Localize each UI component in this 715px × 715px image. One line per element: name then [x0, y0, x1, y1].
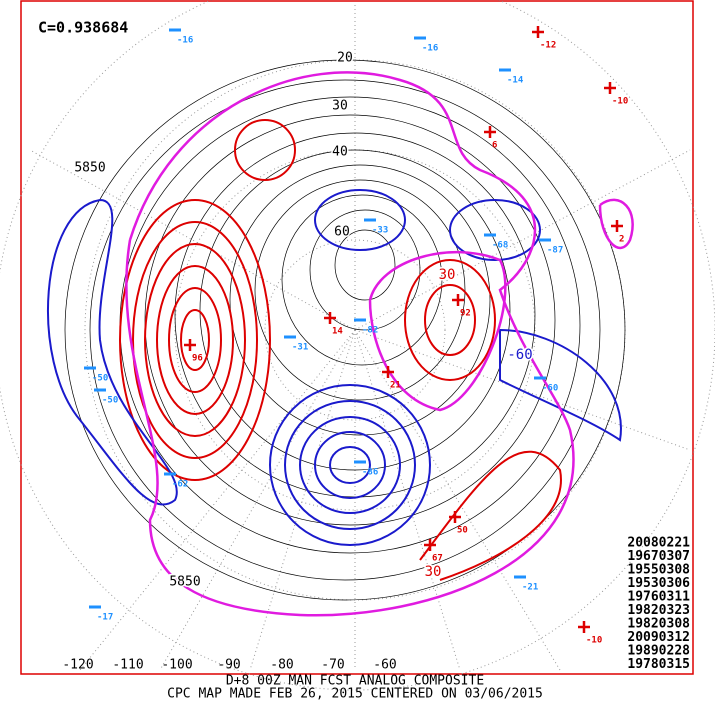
- high-marker: [484, 126, 496, 138]
- height-contour-label: 40: [332, 145, 348, 160]
- high-marker: [424, 539, 436, 551]
- low-value: -62: [172, 480, 188, 490]
- analog-date: 20090312: [627, 630, 690, 645]
- high-marker: [611, 220, 623, 232]
- high-value: 67: [432, 554, 443, 564]
- height-contour-label: 5850: [169, 575, 200, 590]
- high-value: 14: [332, 327, 343, 337]
- title-line: D+8 00Z MAN FCST ANALOG COMPOSITE: [226, 674, 484, 689]
- low-value: -16: [177, 36, 193, 46]
- low-value: -50: [92, 374, 108, 384]
- low-value: -87: [547, 246, 563, 256]
- low-value: -16: [422, 44, 438, 54]
- low-value: -82: [362, 326, 378, 336]
- positive-anomaly-contours: [119, 119, 562, 581]
- high-marker: [184, 339, 196, 351]
- longitude-label: -120: [62, 658, 93, 673]
- high-marker: [604, 82, 616, 94]
- high-value: 6: [492, 141, 497, 151]
- high-value: 2: [619, 235, 624, 245]
- low-value: -50: [102, 396, 118, 406]
- longitude-label: -80: [270, 658, 293, 673]
- high-marker: [382, 366, 394, 378]
- height-contour-label: 5850: [74, 161, 105, 176]
- analog-date: 19550308: [627, 563, 690, 578]
- high-value: -12: [540, 41, 556, 51]
- high-marker: [578, 621, 590, 633]
- high-value: 21: [390, 381, 401, 391]
- negative-anomaly-contours: [47, 189, 622, 546]
- analog-date: 19530306: [627, 576, 690, 591]
- high-marker: [532, 26, 544, 38]
- correlation-label: C=0.938684: [38, 19, 128, 37]
- anomaly-contour-label: -60: [507, 347, 532, 363]
- high-value: 50: [457, 526, 468, 536]
- low-value: -68: [492, 241, 508, 251]
- low-value: -21: [522, 583, 538, 593]
- longitude-label: -110: [112, 658, 143, 673]
- map-frame: [20, 0, 694, 675]
- high-value: -10: [586, 636, 602, 646]
- analog-date: 19760311: [627, 590, 690, 605]
- height-contours: [64, 59, 626, 601]
- analog-date: 19780315: [627, 657, 690, 672]
- analog-date: 19890228: [627, 644, 690, 659]
- low-value: -17: [97, 613, 113, 623]
- low-value: -60: [542, 384, 558, 394]
- low-value: -31: [292, 343, 308, 353]
- analog-date: 19820308: [627, 617, 690, 632]
- longitude-label: -90: [217, 658, 240, 673]
- high-marker: [452, 294, 464, 306]
- high-marker: [449, 511, 461, 523]
- analog-date: 20080221: [627, 536, 690, 551]
- low-value: -33: [372, 226, 388, 236]
- height-contour-label: 20: [337, 51, 353, 66]
- longitude-label: -70: [321, 658, 344, 673]
- anomaly-contour-label: 30: [439, 267, 456, 283]
- anomaly-contour-label: 30: [425, 564, 442, 580]
- longitude-label: -60: [373, 658, 396, 673]
- longitude-label: -100: [161, 658, 192, 673]
- high-value: -10: [612, 97, 628, 107]
- high-value: 92: [460, 309, 471, 319]
- height-contour-label: 30: [332, 99, 348, 114]
- high-value: 96: [192, 354, 203, 364]
- title-line: CPC MAP MADE FEB 26, 2015 CENTERED ON 03…: [167, 687, 543, 702]
- high-marker: [324, 312, 336, 324]
- analog-date: 19670307: [627, 549, 690, 564]
- height-contour-label: 60: [334, 225, 350, 240]
- analog-date: 19820323: [627, 603, 690, 618]
- low-value: -14: [507, 76, 524, 86]
- low-value: -86: [362, 468, 378, 478]
